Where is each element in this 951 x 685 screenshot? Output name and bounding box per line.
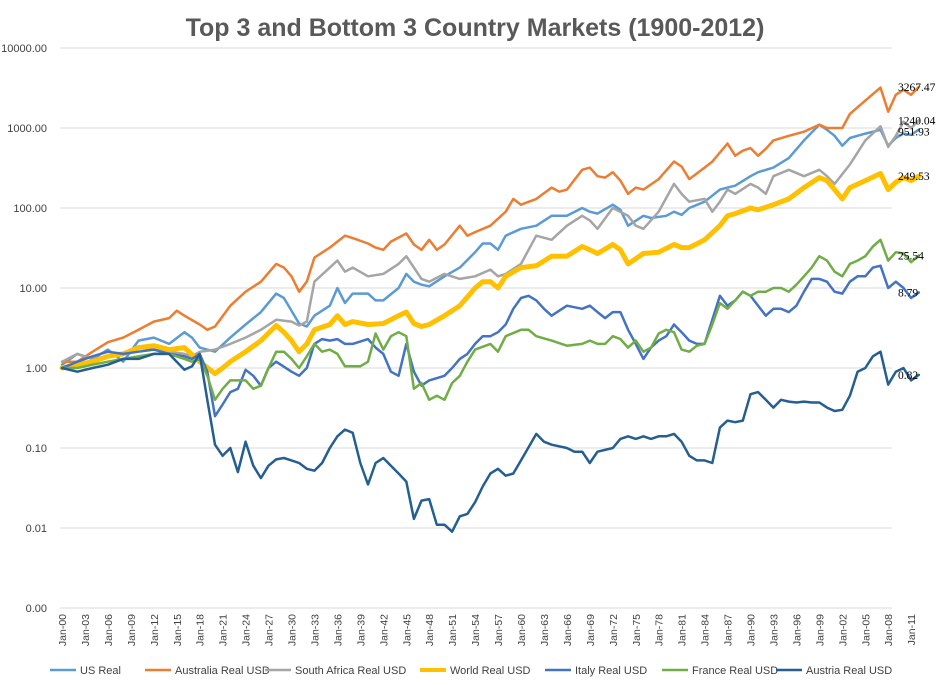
series-line-us-real bbox=[60, 123, 921, 366]
x-tick-label: Jan-15 bbox=[172, 614, 184, 646]
end-label: 3267.47 bbox=[898, 82, 936, 94]
end-label: 951.93 bbox=[898, 127, 930, 139]
x-tick-label: Jan-27 bbox=[264, 614, 276, 646]
chart-title: Top 3 and Bottom 3 Country Markets (1900… bbox=[186, 14, 765, 42]
series-line-world-real-usd bbox=[59, 171, 922, 377]
y-tick-label: 1.00 bbox=[26, 363, 47, 375]
y-axis-ticks: 10000.00 1000.00 100.00 10.00 1.00 0.10 0.01 0.… bbox=[1, 43, 47, 615]
end-label: 249.53 bbox=[898, 171, 930, 183]
legend-label: US Real bbox=[80, 665, 121, 677]
x-axis-ticks: Jan-00 Jan-03 Jan-06 Jan-09 Jan-12 Jan-15 Jan-… bbox=[57, 614, 918, 646]
x-tick-label: Jan-93 bbox=[768, 614, 780, 646]
x-tick-label: Jan-00 bbox=[57, 614, 69, 646]
y-tick-label: 100.00 bbox=[13, 203, 47, 215]
legend-label: Australia Real USD bbox=[175, 665, 270, 677]
series-line-south-africa-real-usd bbox=[60, 119, 921, 363]
x-tick-label: Jan-33 bbox=[309, 614, 321, 646]
end-label: 25.54 bbox=[898, 250, 924, 262]
legend-label: Austria Real USD bbox=[806, 665, 892, 677]
x-tick-label: Jan-03 bbox=[80, 614, 92, 646]
y-tick-label: 10.00 bbox=[19, 283, 47, 295]
x-tick-label: Jan-18 bbox=[195, 614, 207, 646]
x-tick-label: Jan-21 bbox=[218, 614, 230, 646]
legend-label: Italy Real USD bbox=[575, 665, 647, 677]
x-tick-label: Jan-66 bbox=[562, 614, 574, 646]
legend-label: World Real USD bbox=[450, 665, 531, 677]
legend: US Real Australia Real USD South Africa Re… bbox=[50, 665, 892, 677]
x-tick-label: Jan-69 bbox=[585, 614, 597, 646]
x-tick-label: Jan-11 bbox=[906, 614, 918, 645]
x-tick-label: Jan-63 bbox=[539, 614, 551, 646]
y-tick-label: 0.10 bbox=[26, 443, 47, 455]
x-tick-label: Jan-78 bbox=[654, 614, 666, 646]
end-label: 8.79 bbox=[898, 287, 918, 299]
x-tick-label: Jan-08 bbox=[883, 614, 895, 646]
series-line-france-real-usd bbox=[60, 238, 921, 402]
x-tick-label: Jan-75 bbox=[631, 614, 643, 646]
x-tick-label: Jan-51 bbox=[447, 614, 459, 646]
x-tick-label: Jan-72 bbox=[608, 614, 620, 646]
x-tick-label: Jan-12 bbox=[149, 614, 161, 646]
x-tick-label: Jan-42 bbox=[378, 614, 390, 646]
x-tick-label: Jan-02 bbox=[837, 614, 849, 646]
x-tick-label: Jan-36 bbox=[332, 614, 344, 646]
x-tick-label: Jan-54 bbox=[470, 614, 482, 646]
gridlines bbox=[60, 47, 892, 609]
x-tick-label: Jan-96 bbox=[791, 614, 803, 646]
x-tick-label: Jan-30 bbox=[287, 614, 299, 646]
x-tick-label: Jan-45 bbox=[401, 614, 413, 646]
x-tick-label: Jan-48 bbox=[424, 614, 436, 646]
x-tick-label: Jan-57 bbox=[493, 614, 505, 646]
x-tick-label: Jan-60 bbox=[516, 614, 528, 646]
y-tick-label: 0.00 bbox=[26, 603, 47, 615]
legend-label: South Africa Real USD bbox=[295, 665, 406, 677]
legend-label: France Real USD bbox=[692, 665, 778, 677]
series-line-italy-real-usd bbox=[60, 264, 921, 418]
x-tick-label: Jan-06 bbox=[103, 614, 115, 646]
x-tick-label: Jan-99 bbox=[814, 614, 826, 646]
x-tick-label: Jan-81 bbox=[677, 614, 689, 646]
series-line-austria-real-usd bbox=[60, 350, 921, 533]
series-line-australia-real-usd bbox=[60, 85, 921, 363]
x-tick-label: Jan-09 bbox=[126, 614, 138, 646]
x-tick-label: Jan-84 bbox=[700, 614, 712, 646]
x-tick-label: Jan-39 bbox=[355, 614, 367, 646]
y-tick-label: 0.01 bbox=[26, 523, 47, 535]
y-tick-label: 1000.00 bbox=[7, 123, 47, 135]
x-tick-label: Jan-05 bbox=[860, 614, 872, 646]
end-label: 0.82 bbox=[898, 370, 918, 382]
x-tick-label: Jan-90 bbox=[746, 614, 758, 646]
x-tick-label: Jan-24 bbox=[241, 614, 253, 646]
series-lines bbox=[59, 85, 922, 533]
y-tick-label: 10000.00 bbox=[1, 43, 47, 55]
x-tick-label: Jan-87 bbox=[723, 614, 735, 646]
end-label: 1240.04 bbox=[898, 116, 936, 128]
